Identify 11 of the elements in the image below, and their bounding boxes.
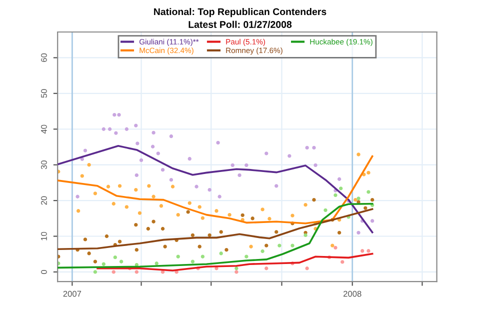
chart-title: National: Top Republican Contenders bbox=[154, 8, 326, 18]
chart-subtitle: Latest Poll: 01/27/2008 bbox=[188, 20, 292, 28]
y-tick-label: 10 bbox=[41, 232, 47, 240]
y-tick-label: 20 bbox=[41, 196, 47, 205]
y-tick-label: 40 bbox=[41, 124, 47, 134]
y-tick-label: 0 bbox=[41, 270, 47, 274]
y-tick-label: 60 bbox=[41, 53, 47, 62]
y-tick-label: 50 bbox=[41, 89, 47, 98]
y-tick-label: 30 bbox=[41, 160, 47, 170]
x-tick-label: 2007 bbox=[63, 290, 82, 297]
x-tick-label: 2008 bbox=[344, 290, 362, 297]
